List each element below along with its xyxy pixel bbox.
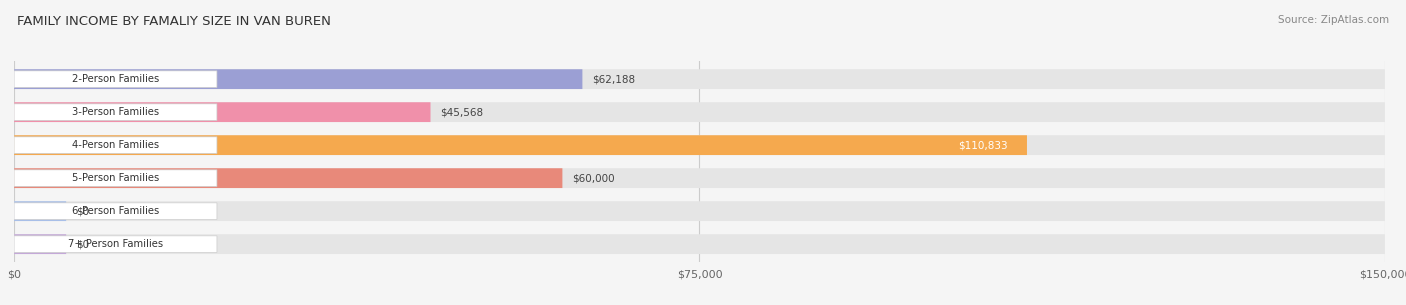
FancyBboxPatch shape [14,168,1385,188]
FancyBboxPatch shape [14,203,217,220]
Text: $0: $0 [76,206,89,216]
Text: FAMILY INCOME BY FAMALIY SIZE IN VAN BUREN: FAMILY INCOME BY FAMALIY SIZE IN VAN BUR… [17,15,330,28]
FancyBboxPatch shape [14,236,217,253]
Text: $62,188: $62,188 [592,74,636,84]
FancyBboxPatch shape [14,69,582,89]
Text: 4-Person Families: 4-Person Families [72,140,159,150]
Text: 6-Person Families: 6-Person Families [72,206,159,216]
FancyBboxPatch shape [14,135,1026,155]
FancyBboxPatch shape [14,135,1385,155]
FancyBboxPatch shape [14,168,562,188]
FancyBboxPatch shape [14,234,1385,254]
Text: $110,833: $110,833 [957,140,1008,150]
Text: $45,568: $45,568 [440,107,484,117]
FancyBboxPatch shape [14,69,1385,89]
FancyBboxPatch shape [14,137,217,153]
FancyBboxPatch shape [14,104,217,120]
Text: 3-Person Families: 3-Person Families [72,107,159,117]
FancyBboxPatch shape [14,170,217,186]
FancyBboxPatch shape [14,102,1385,122]
FancyBboxPatch shape [14,201,1385,221]
Text: $0: $0 [76,239,89,249]
Text: Source: ZipAtlas.com: Source: ZipAtlas.com [1278,15,1389,25]
FancyBboxPatch shape [14,234,66,254]
FancyBboxPatch shape [14,71,217,88]
FancyBboxPatch shape [14,201,66,221]
Text: 5-Person Families: 5-Person Families [72,173,159,183]
Text: $60,000: $60,000 [572,173,614,183]
Text: 7+ Person Families: 7+ Person Families [67,239,163,249]
Text: 2-Person Families: 2-Person Families [72,74,159,84]
FancyBboxPatch shape [14,102,430,122]
